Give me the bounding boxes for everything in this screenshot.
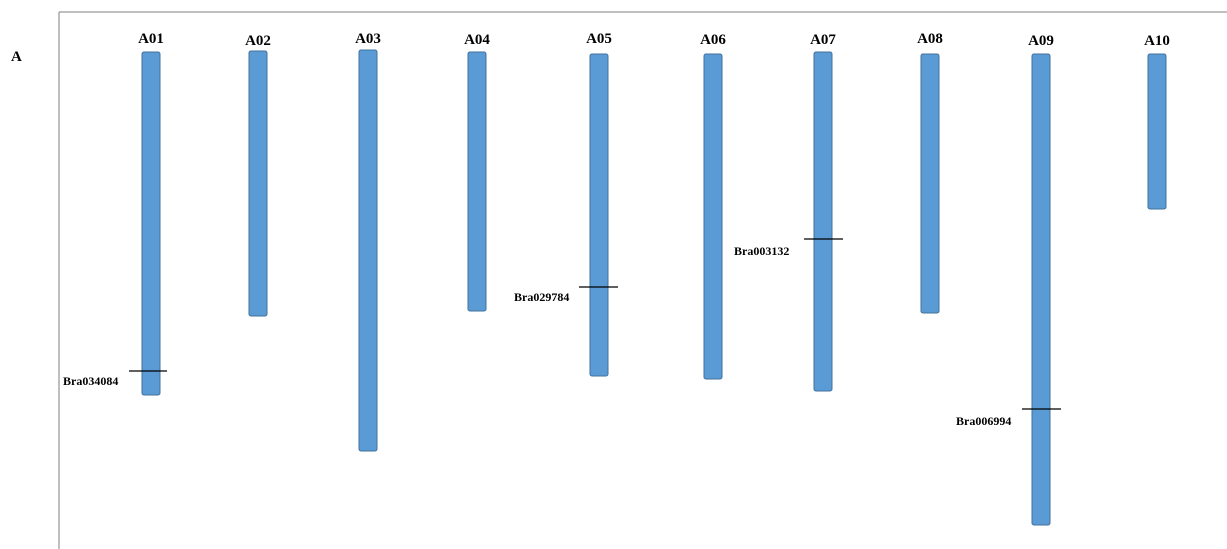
chromosome-a08: A08 [917, 31, 943, 314]
gene-label: Bra034084 [63, 374, 118, 388]
chromosome-a07: A07 Bra003132 [734, 32, 843, 392]
chromosome-label: A07 [810, 32, 836, 48]
chromosome-a03: A03 [355, 31, 381, 452]
chromosome-bar [813, 51, 833, 392]
gene-label: Bra029784 [514, 290, 569, 304]
chromosome-group: A01 Bra034084 A02 A03 A04 A05 Bra029784 A06 A07 B… [63, 31, 1170, 526]
chromosome-bar [467, 51, 487, 312]
chromosome-bar [358, 49, 378, 452]
chromosome-a02: A02 [245, 33, 271, 317]
chromosome-label: A05 [586, 31, 612, 47]
chromosome-a05: A05 Bra029784 [514, 31, 618, 377]
chromosome-a06: A06 [700, 32, 726, 380]
chromosome-bar [141, 51, 161, 396]
gene-label: Bra003132 [734, 244, 789, 258]
chromosome-label: A10 [1144, 33, 1170, 49]
chromosome-bar [248, 50, 268, 317]
plot-frame [58, 11, 1227, 549]
chromosome-a09: A09 Bra006994 [956, 33, 1061, 526]
chromosome-label: A03 [355, 31, 381, 47]
chromosome-bar [1031, 53, 1051, 526]
chromosome-label: A08 [917, 31, 943, 47]
chromosome-label: A02 [245, 33, 271, 49]
chromosome-bar [1147, 53, 1167, 210]
chromosome-label: A04 [464, 32, 490, 48]
chromosome-a04: A04 [464, 32, 490, 312]
chromosome-label: A06 [700, 32, 726, 48]
chromosome-label: A09 [1028, 33, 1054, 49]
chromosome-a10: A10 [1144, 33, 1170, 210]
chromosome-bar [920, 53, 940, 314]
gene-label: Bra006994 [956, 414, 1011, 428]
chromosome-bar [589, 53, 609, 377]
chromosome-label: A01 [138, 31, 164, 47]
chromosome-a01: A01 Bra034084 [63, 31, 167, 396]
panel-label: A [11, 49, 22, 65]
chromosome-bar [703, 53, 723, 380]
